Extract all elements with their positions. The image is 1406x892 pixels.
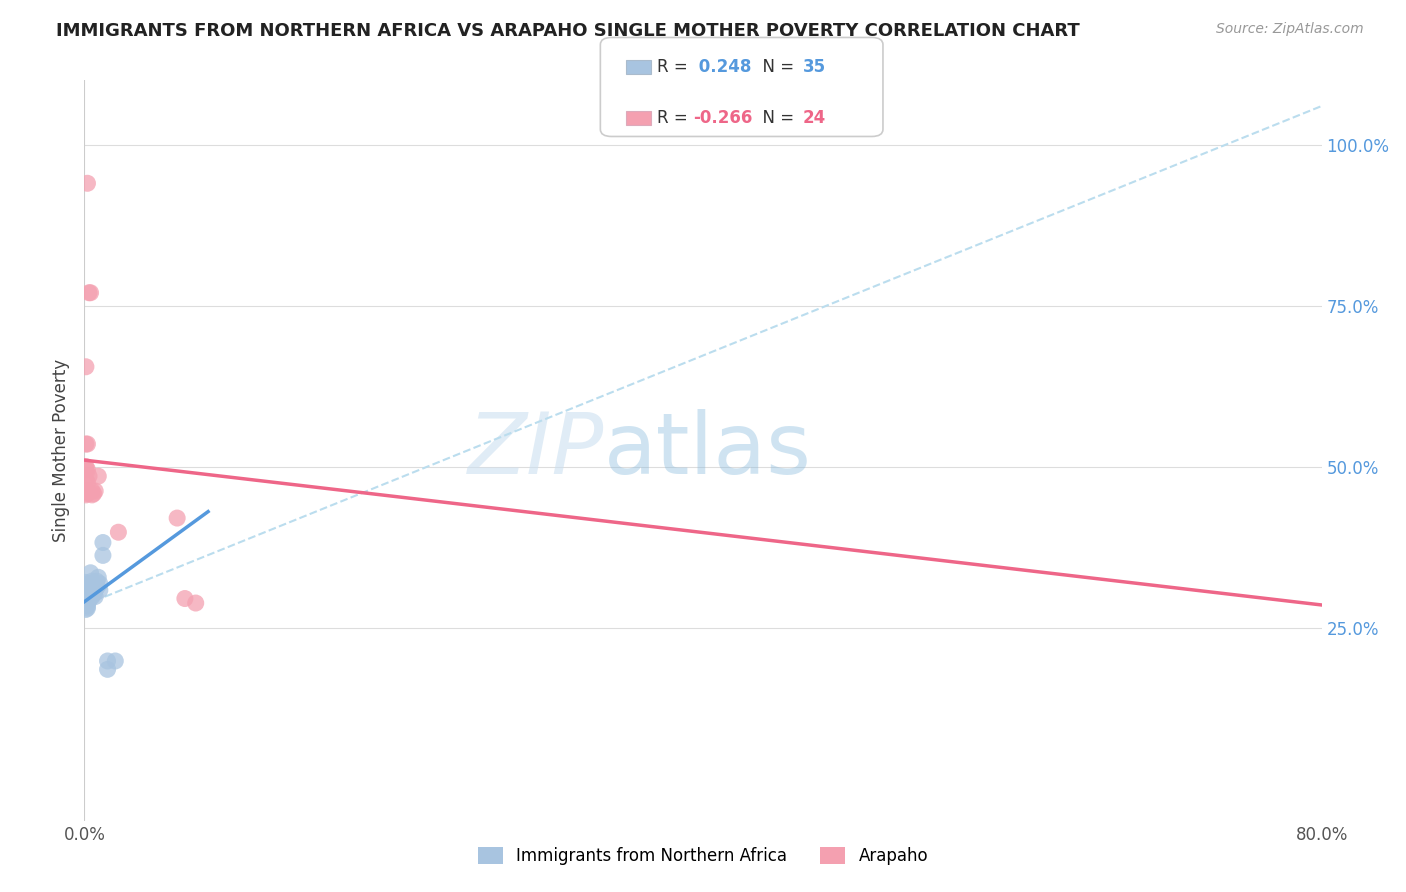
Point	[104, 654, 127, 668]
Point	[75, 588, 97, 602]
Text: N =: N =	[752, 58, 800, 76]
Point	[107, 525, 129, 540]
Point	[76, 588, 98, 602]
Point	[87, 469, 110, 483]
Point	[77, 581, 100, 595]
Point	[76, 591, 98, 606]
Point	[76, 599, 98, 614]
Text: 24: 24	[803, 109, 827, 127]
Point	[91, 549, 114, 563]
Point	[77, 583, 100, 598]
Point	[79, 576, 101, 591]
Point	[96, 662, 118, 676]
Point	[75, 582, 97, 596]
Text: -0.266: -0.266	[693, 109, 752, 127]
Point	[75, 359, 97, 374]
Text: R =: R =	[657, 58, 693, 76]
Point	[82, 574, 104, 589]
Point	[76, 596, 98, 610]
Point	[91, 535, 114, 549]
Point	[77, 469, 100, 483]
Point	[75, 598, 97, 612]
Point	[75, 483, 97, 498]
Point	[77, 576, 100, 591]
Point	[166, 511, 188, 525]
Point	[75, 595, 97, 609]
Text: atlas: atlas	[605, 409, 813, 492]
Y-axis label: Single Mother Poverty: Single Mother Poverty	[52, 359, 70, 542]
Point	[75, 592, 97, 607]
Text: ZIP: ZIP	[468, 409, 605, 492]
Text: 35: 35	[803, 58, 825, 76]
Point	[75, 463, 97, 477]
Point	[83, 486, 105, 500]
Point	[79, 285, 101, 300]
Point	[75, 472, 97, 486]
Point	[77, 285, 100, 300]
Text: Source: ZipAtlas.com: Source: ZipAtlas.com	[1216, 22, 1364, 37]
Point	[184, 596, 207, 610]
Point	[86, 574, 108, 589]
Point	[77, 593, 100, 607]
Point	[75, 488, 97, 502]
Point	[96, 654, 118, 668]
Point	[82, 590, 104, 604]
Point	[89, 576, 111, 591]
Point	[75, 575, 97, 590]
Point	[83, 581, 105, 595]
Point	[83, 587, 105, 601]
Point	[84, 583, 107, 598]
Text: 0.248: 0.248	[693, 58, 752, 76]
Point	[76, 486, 98, 500]
Point	[76, 475, 98, 490]
Text: IMMIGRANTS FROM NORTHERN AFRICA VS ARAPAHO SINGLE MOTHER POVERTY CORRELATION CHA: IMMIGRANTS FROM NORTHERN AFRICA VS ARAPA…	[56, 22, 1080, 40]
Point	[79, 566, 101, 580]
Point	[86, 581, 108, 595]
Point	[84, 590, 107, 604]
Point	[82, 488, 104, 502]
Point	[76, 437, 98, 451]
Point	[82, 483, 104, 498]
Point	[87, 570, 110, 584]
Point	[75, 602, 97, 616]
Point	[75, 459, 97, 474]
Point	[76, 463, 98, 477]
Point	[84, 483, 107, 498]
Point	[89, 583, 111, 598]
Point	[76, 582, 98, 596]
Point	[174, 591, 197, 606]
Legend: Immigrants from Northern Africa, Arapaho: Immigrants from Northern Africa, Arapaho	[471, 840, 935, 871]
Text: N =: N =	[752, 109, 800, 127]
Point	[75, 437, 97, 451]
Text: R =: R =	[657, 109, 693, 127]
Point	[76, 176, 98, 190]
Point	[76, 601, 98, 615]
